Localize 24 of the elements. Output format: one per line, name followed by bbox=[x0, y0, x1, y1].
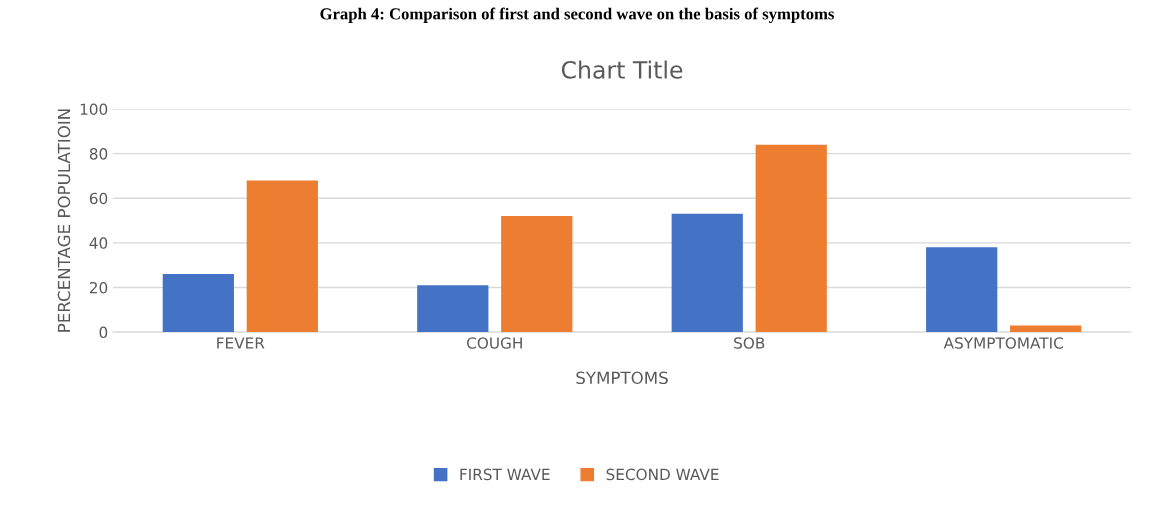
x-axis-title: SYMPTOMS bbox=[576, 371, 668, 385]
y-tick-label: 100 bbox=[80, 103, 108, 116]
x-tick-label: COUGH bbox=[467, 337, 522, 349]
bar bbox=[162, 274, 234, 333]
x-tick-label: FEVER bbox=[217, 337, 265, 349]
chart-title: Chart Title bbox=[561, 60, 683, 79]
y-tick-label: 20 bbox=[89, 281, 108, 294]
legend-label: FIRST WAVE bbox=[460, 468, 550, 481]
bar bbox=[417, 285, 489, 333]
x-tick-label: ASYMPTOMATIC bbox=[943, 337, 1063, 349]
y-axis-title: PERCENTAGE POPULATIOIN bbox=[57, 109, 71, 332]
y-tick-label: 40 bbox=[89, 237, 108, 249]
y-tick-label: 60 bbox=[89, 192, 108, 205]
bar bbox=[671, 213, 743, 333]
y-tick-label: 0 bbox=[99, 326, 108, 339]
bar bbox=[1010, 325, 1082, 333]
y-tick-label: 80 bbox=[89, 148, 108, 160]
caption: Graph 4: Comparison of first and second wave on the basis of symptoms bbox=[320, 7, 835, 23]
bar bbox=[246, 180, 318, 333]
legend-label: SECOND WAVE bbox=[606, 468, 719, 481]
x-tick-label: SOB bbox=[734, 337, 765, 349]
bar bbox=[926, 247, 998, 333]
bar bbox=[501, 216, 573, 333]
bar bbox=[755, 144, 827, 333]
